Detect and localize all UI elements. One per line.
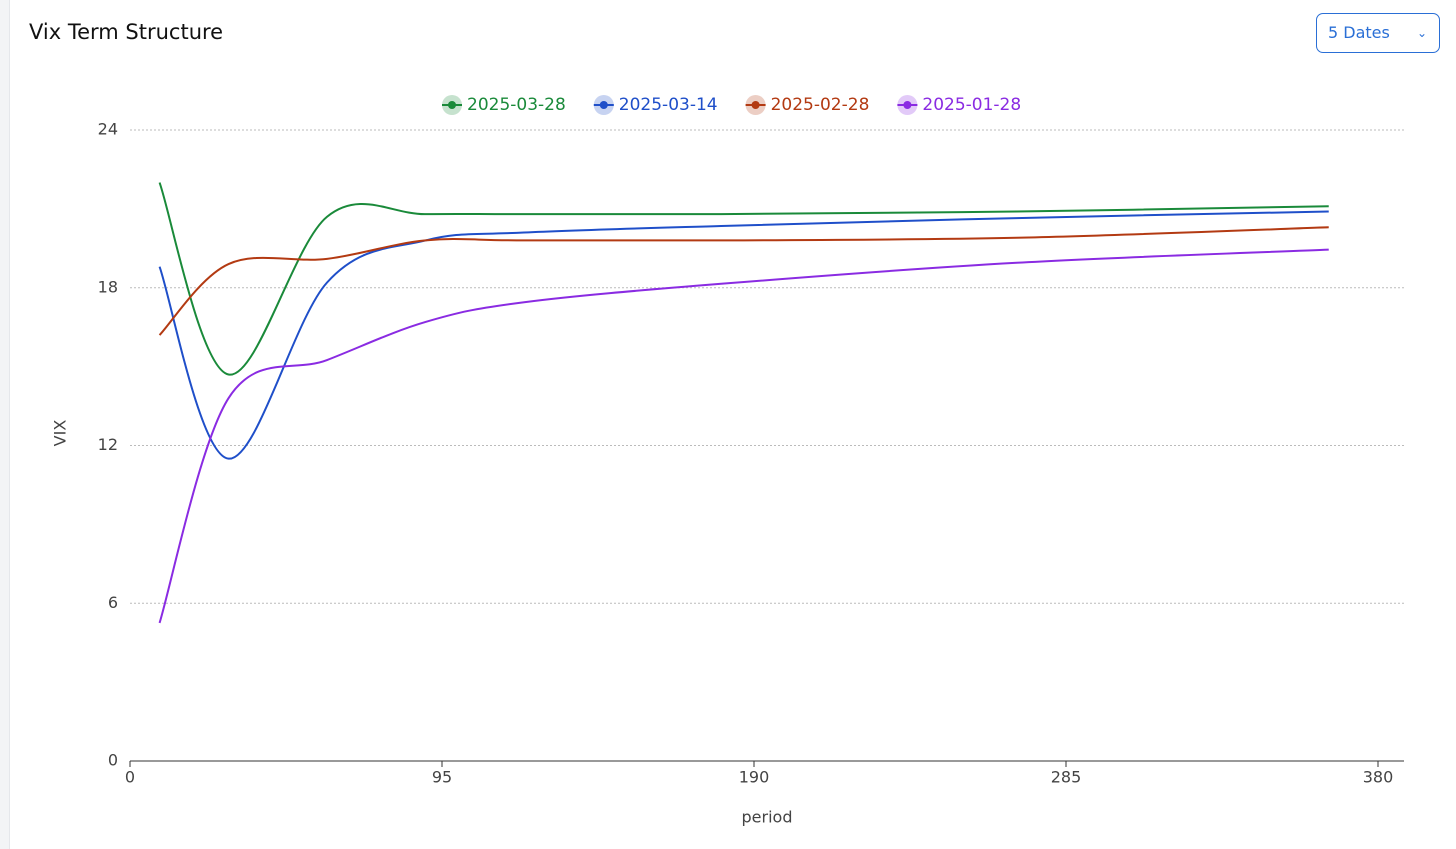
legend-item[interactable]: 2025-02-28	[745, 95, 870, 115]
y-axis-label: VIX	[51, 420, 70, 447]
dropdown-label: 5 Dates	[1328, 23, 1390, 42]
legend-item[interactable]: 2025-03-28	[442, 95, 566, 115]
legend-item[interactable]: 2025-01-28	[897, 95, 1021, 115]
y-tick-label: 18	[98, 277, 118, 296]
x-tick-label: 285	[1051, 768, 1082, 787]
legend-label: 2025-01-28	[922, 95, 1021, 115]
legend-label: 2025-03-28	[467, 95, 566, 115]
legend-dot	[751, 101, 760, 109]
x-axis-label: period	[742, 808, 793, 827]
legend-dot	[599, 101, 608, 109]
series-line	[158, 226, 1329, 336]
x-tick-label: 380	[1363, 768, 1394, 787]
chart-title: Vix Term Structure	[29, 20, 224, 44]
legend-dot	[903, 101, 912, 109]
y-tick-label: 24	[98, 120, 118, 139]
x-tick-label: 95	[432, 768, 452, 787]
y-tick-label: 0	[108, 751, 118, 770]
legend-item[interactable]: 2025-03-14	[593, 95, 718, 115]
chevron: ⌄	[1416, 26, 1427, 40]
y-tick-label: 12	[98, 435, 118, 454]
x-tick-label: 0	[125, 768, 135, 787]
series-line	[158, 182, 1329, 376]
x-tick-label: 190	[739, 768, 770, 787]
legend-label: 2025-03-14	[619, 95, 718, 115]
dates-dropdown[interactable]: 5 Dates ⌄	[1316, 13, 1440, 53]
series-line	[158, 210, 1329, 460]
y-tick-label: 6	[108, 593, 118, 612]
legend-dot	[448, 101, 456, 109]
series-line	[158, 248, 1329, 624]
legend-label: 2025-02-28	[771, 95, 870, 115]
side-strip	[0, 0, 10, 849]
